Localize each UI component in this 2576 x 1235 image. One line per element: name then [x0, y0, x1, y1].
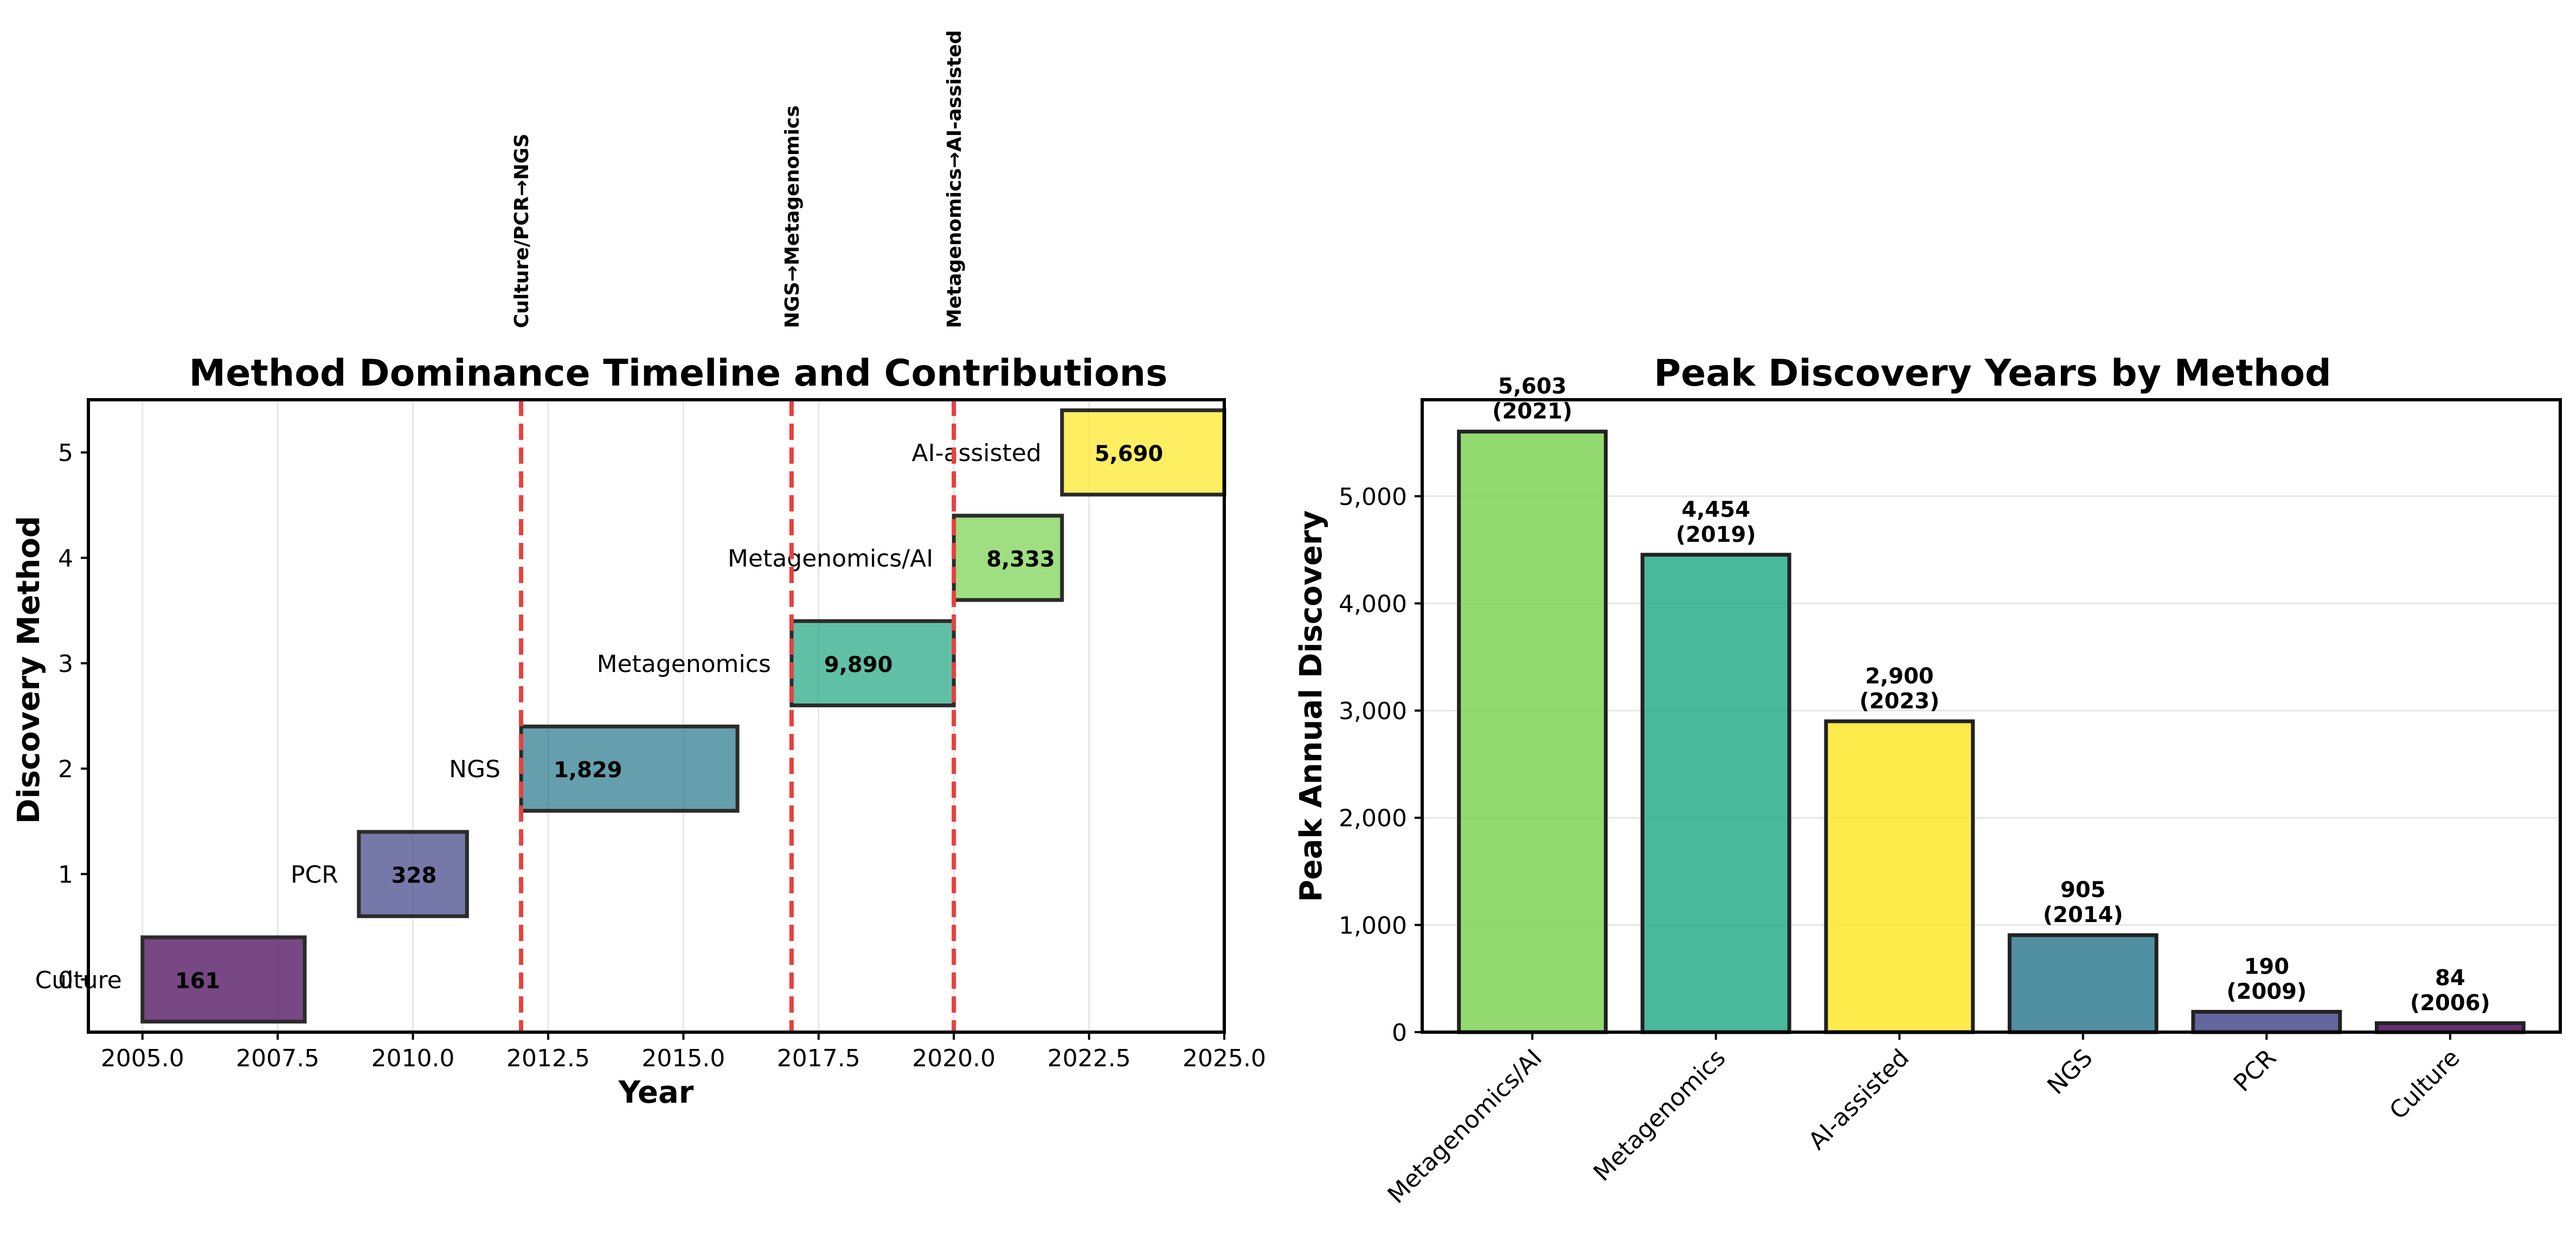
- x-tick-label: 2010.0: [371, 1045, 455, 1072]
- x-tick-label: NGS: [2042, 1044, 2098, 1100]
- transition-label: NGS→Metagenomics: [781, 105, 804, 328]
- peak-bar: [1640, 553, 1791, 1034]
- peak-x-ticks: Metagenomics/AI Metagenomics AI-assisted NG…: [1383, 1032, 2465, 1209]
- timeline-title: Method Dominance Timeline and Contributi…: [189, 352, 1168, 395]
- timeline-bar: [952, 514, 1064, 602]
- bar-value-label: 4,454: [1681, 497, 1750, 522]
- y-tick-label: 1: [58, 861, 73, 889]
- contribution-label: 8,333: [986, 547, 1055, 572]
- timeline-bar: [140, 935, 307, 1024]
- peak-title: Peak Discovery Years by Method: [1654, 352, 2331, 395]
- timeline-y-axis-label: Discovery Method: [11, 516, 47, 824]
- timeline-bar: [357, 830, 469, 918]
- timeline-plot-frame: [87, 398, 1226, 1034]
- contribution-label: 328: [391, 863, 437, 888]
- method-label: Metagenomics/AI: [728, 545, 933, 573]
- peak-bar: [2191, 1009, 2342, 1034]
- x-tick-label: 2022.5: [1048, 1045, 1131, 1072]
- timeline-bar: [789, 619, 956, 708]
- bar-value-label: 190: [2244, 954, 2290, 979]
- x-tick-label: Culture: [2384, 1044, 2465, 1125]
- method-label: PCR: [291, 861, 338, 889]
- bar-year-label: (2014): [2043, 903, 2123, 927]
- x-tick-label: 2012.5: [506, 1045, 590, 1072]
- contribution-label: 9,890: [824, 652, 893, 677]
- timeline-bars: Culture 161 PCR 328 NGS 1,829 Metagenomics 9,89…: [35, 408, 1226, 1024]
- y-tick-label: 0: [1392, 1019, 1407, 1047]
- method-label: NGS: [449, 756, 500, 783]
- x-tick-label: Metagenomics: [1588, 1044, 1731, 1187]
- x-tick-label: 2015.0: [641, 1045, 725, 1072]
- peak-bar: [1824, 719, 1975, 1034]
- y-tick-label: 3: [58, 650, 73, 678]
- timeline-chart: Culture 161 PCR 328 NGS 1,829 Metagenomics 9,89…: [11, 30, 1266, 1110]
- timeline-x-ticks: 2005.0 2007.5 2010.0 2012.5 2015.0 2017.5 2020…: [101, 1032, 1266, 1072]
- y-tick-label: 0: [58, 967, 73, 994]
- bar-year-label: (2019): [1676, 522, 1756, 547]
- peak-bars: 5,603(2021) 4,454(2019) 2,900(2023) 905(201…: [1457, 374, 2526, 1034]
- contribution-label: 5,690: [1095, 441, 1164, 466]
- transition-label: Culture/PCR→NGS: [511, 133, 533, 328]
- transition-label: Metagenomics→AI-assisted: [943, 30, 966, 328]
- peak-y-axis-label: Peak Annual Discovery: [1294, 510, 1329, 902]
- x-tick-label: AI-assisted: [1803, 1044, 1915, 1155]
- timeline-x-axis-label: Year: [618, 1075, 694, 1110]
- y-tick-label: 4,000: [1339, 590, 1407, 618]
- method-label: AI-assisted: [912, 439, 1042, 467]
- contribution-label: 161: [175, 969, 221, 994]
- transition-lines: Culture/PCR→NGS NGS→Metagenomics Metagenom…: [511, 30, 966, 1032]
- bar-value-label: 2,900: [1865, 664, 1934, 689]
- peak-y-ticks: 0 1,000 2,000 3,000 4,000 5,000: [1339, 483, 1422, 1047]
- bar-year-label: (2009): [2226, 979, 2307, 1004]
- x-tick-label: Metagenomics/AI: [1383, 1044, 1547, 1209]
- method-label: Culture: [35, 967, 122, 994]
- y-tick-label: 4: [58, 545, 73, 573]
- bar-value-label: 84: [2435, 965, 2465, 990]
- peak-discovery-chart: 5,603(2021) 4,454(2019) 2,900(2023) 905(201…: [1294, 352, 2562, 1209]
- bar-year-label: (2021): [1492, 399, 1572, 424]
- peak-bar: [1457, 430, 1608, 1034]
- contribution-label: 1,829: [554, 758, 622, 783]
- bar-year-label: (2023): [1859, 689, 1939, 714]
- y-tick-label: 5: [58, 439, 73, 467]
- bar-value-label: 905: [2060, 878, 2106, 903]
- timeline-bar: [1060, 408, 1226, 497]
- method-label: Metagenomics: [597, 650, 771, 678]
- x-tick-label: 2020.0: [912, 1045, 995, 1072]
- x-tick-label: 2017.5: [777, 1045, 860, 1072]
- y-tick-label: 1,000: [1339, 912, 1407, 939]
- x-tick-label: 2007.5: [236, 1045, 319, 1072]
- x-tick-label: 2025.0: [1183, 1045, 1266, 1072]
- x-tick-label: 2005.0: [101, 1045, 184, 1072]
- peak-plot-frame: [1421, 398, 2562, 1034]
- x-tick-label: PCR: [2228, 1044, 2282, 1097]
- y-tick-label: 2: [58, 756, 73, 783]
- peak-bar: [2007, 933, 2159, 1034]
- y-tick-label: 2,000: [1339, 805, 1407, 833]
- bar-year-label: (2006): [2410, 990, 2490, 1015]
- y-tick-label: 5,000: [1339, 483, 1407, 511]
- y-tick-label: 3,000: [1339, 698, 1407, 725]
- bar-value-label: 5,603: [1498, 374, 1567, 399]
- timeline-y-ticks: 0 1 2 3 4 5: [58, 439, 88, 994]
